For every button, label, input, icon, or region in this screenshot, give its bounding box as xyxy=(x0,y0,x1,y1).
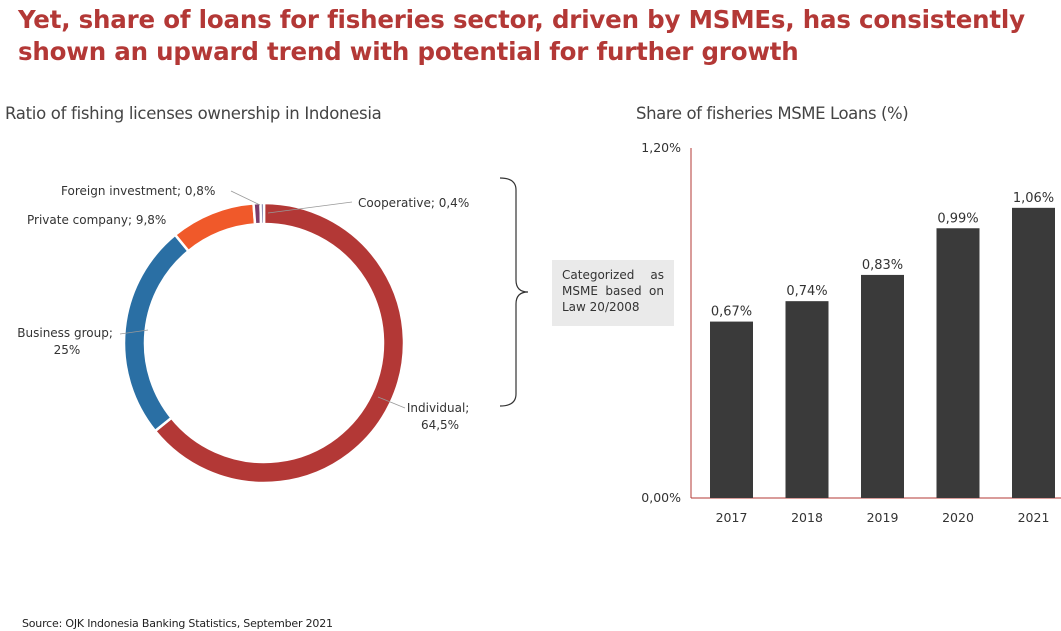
business-group-label-line1: Business group; xyxy=(17,326,113,340)
individual-label: Individual; 64,5% xyxy=(407,401,473,432)
source-note: Source: OJK Indonesia Banking Statistics… xyxy=(22,617,333,630)
slice-cooperative xyxy=(259,201,266,226)
msme-note: Categorized as MSME based on Law 20/2008 xyxy=(552,260,674,326)
individual-leader-line xyxy=(377,396,406,409)
bar-2021 xyxy=(1012,191,1055,498)
foreign-investment-label: Foreign investment; 0,8% xyxy=(61,184,215,198)
value-label-2021: 1,06% xyxy=(1013,191,1054,206)
x-tick-label-2017: 2017 xyxy=(716,510,748,525)
private-company-label: Private company; 9,8% xyxy=(27,213,166,227)
donut-chart xyxy=(122,201,406,485)
value-label-box-2020 xyxy=(935,206,981,229)
bar-2020 xyxy=(936,210,980,498)
x-tick-label-2021: 2021 xyxy=(1018,510,1050,525)
value-label-box-2017 xyxy=(709,299,754,322)
cooperative-label: Cooperative; 0,4% xyxy=(358,196,469,210)
business-group-leader-line xyxy=(119,329,149,335)
bar-chart-title: Share of fisheries MSME Loans (%) xyxy=(636,104,909,123)
business-group-label: Business group; 25% xyxy=(17,326,116,357)
y-tick-label-max: 1,20% xyxy=(641,140,681,155)
individual-label-line2: 64,5% xyxy=(421,418,459,432)
slice-individual xyxy=(153,201,406,485)
y-tick-label-min: 0,00% xyxy=(641,490,681,505)
x-tick-label-2020: 2020 xyxy=(942,510,974,525)
title-line-2: shown an upward trend with potential for… xyxy=(18,37,799,66)
slice-business-group xyxy=(122,233,191,433)
slice-private-company xyxy=(173,202,257,253)
cooperative-leader-line xyxy=(267,201,353,214)
value-label-2018: 0,74% xyxy=(786,284,827,299)
value-label-box-2019 xyxy=(860,252,905,275)
donut-labels: Foreign investment; 0,8% Private company… xyxy=(17,184,473,432)
page-title: Yet, share of loans for fisheries sector… xyxy=(18,4,1048,68)
bar-2019 xyxy=(861,257,904,498)
bar-2018 xyxy=(785,282,829,498)
bar-chart: 0,00% 1,20% 0,67% 2017 0,74% 2018 0,83% 2019 0,9… xyxy=(641,140,1061,525)
donut-chart-title: Ratio of fishing licenses ownership in I… xyxy=(5,104,382,123)
value-label-box-2018 xyxy=(784,279,830,302)
value-label-2020: 0,99% xyxy=(937,211,978,226)
x-tick-label-2019: 2019 xyxy=(867,510,899,525)
business-group-label-line2: 25% xyxy=(54,343,81,357)
foreign-investment-leader-line xyxy=(230,190,261,206)
title-line-1: Yet, share of loans for fisheries sector… xyxy=(18,5,1025,34)
value-label-box-2021 xyxy=(1011,185,1056,208)
individual-label-line1: Individual; xyxy=(407,401,469,415)
value-label-2019: 0,83% xyxy=(862,258,903,273)
right-curly-brace xyxy=(499,177,529,407)
x-tick-label-2018: 2018 xyxy=(791,510,823,525)
value-label-2017: 0,67% xyxy=(711,305,752,320)
bar-2017 xyxy=(710,303,753,498)
